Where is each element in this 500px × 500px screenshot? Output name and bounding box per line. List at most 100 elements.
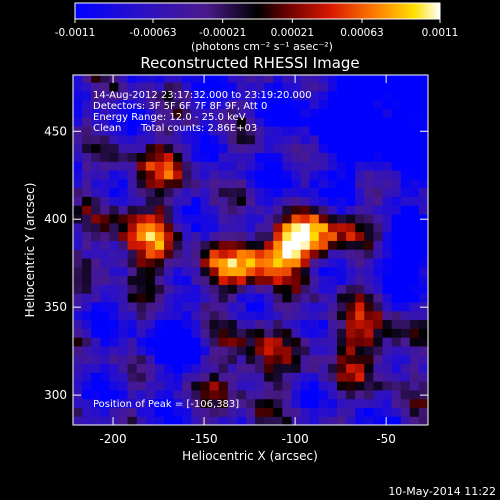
heatmap-cell (73, 328, 83, 338)
heatmap-cell (200, 266, 211, 277)
heatmap-cell (227, 257, 238, 268)
heatmap-cell (191, 389, 202, 400)
heatmap-cell (273, 398, 283, 409)
heatmap-cell (418, 398, 428, 409)
heatmap-cell (264, 310, 274, 321)
heatmap-cell (409, 381, 420, 391)
heatmap-cell (282, 345, 293, 356)
heatmap-cell (73, 275, 83, 285)
heatmap-cell (409, 169, 420, 180)
heatmap-cell (209, 231, 220, 241)
heatmap-cell (273, 117, 283, 127)
heatmap-cell (173, 310, 183, 321)
heatmap-cell (264, 231, 274, 241)
heatmap-cell (164, 275, 174, 285)
heatmap-cell (218, 196, 229, 206)
heatmap-cell (382, 293, 393, 303)
heatmap-cell (291, 231, 302, 241)
heatmap-cell (409, 345, 420, 356)
heatmap-cell (109, 82, 120, 92)
heatmap-cell (300, 152, 311, 162)
heatmap-cell (336, 161, 347, 171)
heatmap-cell (218, 134, 229, 145)
heatmap-cell (382, 205, 393, 215)
heatmap-cell (409, 372, 420, 382)
heatmap-cell (218, 240, 229, 250)
heatmap-cell (291, 178, 302, 189)
heatmap-cell (227, 231, 238, 241)
heatmap-cell (273, 108, 283, 118)
heatmap-cell (291, 345, 302, 356)
heatmap-cell (191, 354, 202, 365)
heatmap-cell (145, 126, 156, 136)
heatmap-cell (154, 134, 165, 145)
heatmap-cell (145, 213, 156, 224)
heatmap-cell (136, 337, 147, 347)
heatmap-cell (173, 222, 183, 233)
heatmap-cell (318, 126, 329, 136)
heatmap-cell (118, 389, 129, 400)
heatmap-cell (191, 257, 202, 268)
heatmap-cell (236, 222, 247, 233)
heatmap-cell (91, 117, 101, 127)
heatmap-cell (191, 117, 202, 127)
heatmap-cell (318, 196, 329, 206)
heatmap-cell (100, 328, 111, 338)
annotation-peak: Position of Peak = [-106,383] (93, 399, 239, 410)
heatmap-cell (409, 196, 420, 206)
heatmap-cell (73, 75, 83, 83)
heatmap-cell (336, 117, 347, 127)
heatmap-cell (327, 108, 338, 118)
heatmap-cell (391, 205, 402, 215)
heatmap-cell (346, 99, 356, 110)
heatmap-cell (400, 205, 411, 215)
heatmap-cell (400, 117, 411, 127)
heatmap-cell (373, 82, 384, 92)
x-tick-label: -200 (99, 432, 126, 446)
heatmap-cell (355, 196, 365, 206)
heatmap-cell (218, 117, 229, 127)
heatmap-cell (373, 161, 384, 171)
heatmap-cell (154, 205, 165, 215)
y-tick-label: 450 (44, 124, 67, 138)
heatmap-cell (391, 196, 402, 206)
heatmap-cell (255, 108, 265, 118)
heatmap-cell (109, 337, 120, 347)
heatmap-cell (309, 196, 320, 206)
heatmap-cell (145, 90, 156, 101)
heatmap-cell (73, 126, 83, 136)
heatmap-cell (127, 301, 138, 312)
heatmap-cell (245, 249, 256, 259)
heatmap-cell (200, 152, 211, 162)
heatmap-cell (264, 178, 274, 189)
heatmap-cell (145, 152, 156, 162)
heatmap-cell (400, 257, 411, 268)
heatmap-cell (164, 328, 174, 338)
heatmap-cell (364, 134, 374, 145)
heatmap-cell (409, 231, 420, 241)
x-tick-label: -150 (190, 432, 217, 446)
heatmap-cell (346, 222, 356, 233)
heatmap-cell (327, 90, 338, 101)
heatmap-cell (418, 99, 428, 110)
heatmap-cell (218, 257, 229, 268)
heatmap-cell (327, 257, 338, 268)
heatmap-cell (154, 310, 165, 321)
heatmap-cell (273, 152, 283, 162)
heatmap-cell (191, 205, 202, 215)
heatmap-cell (154, 407, 165, 417)
heatmap-cell (191, 75, 202, 83)
heatmap-cell (400, 240, 411, 250)
heatmap-cell (100, 257, 111, 268)
heatmap-cell (118, 205, 129, 215)
heatmap-cell (255, 407, 265, 417)
heatmap-cell (100, 75, 111, 83)
heatmap-cell (400, 108, 411, 118)
heatmap-cell (391, 328, 402, 338)
heatmap-cell (336, 169, 347, 180)
heatmap-cell (264, 398, 274, 409)
heatmap-cell (255, 284, 265, 294)
heatmap-cell (245, 328, 256, 338)
heatmap-cell (227, 90, 238, 101)
heatmap-cell (300, 249, 311, 259)
